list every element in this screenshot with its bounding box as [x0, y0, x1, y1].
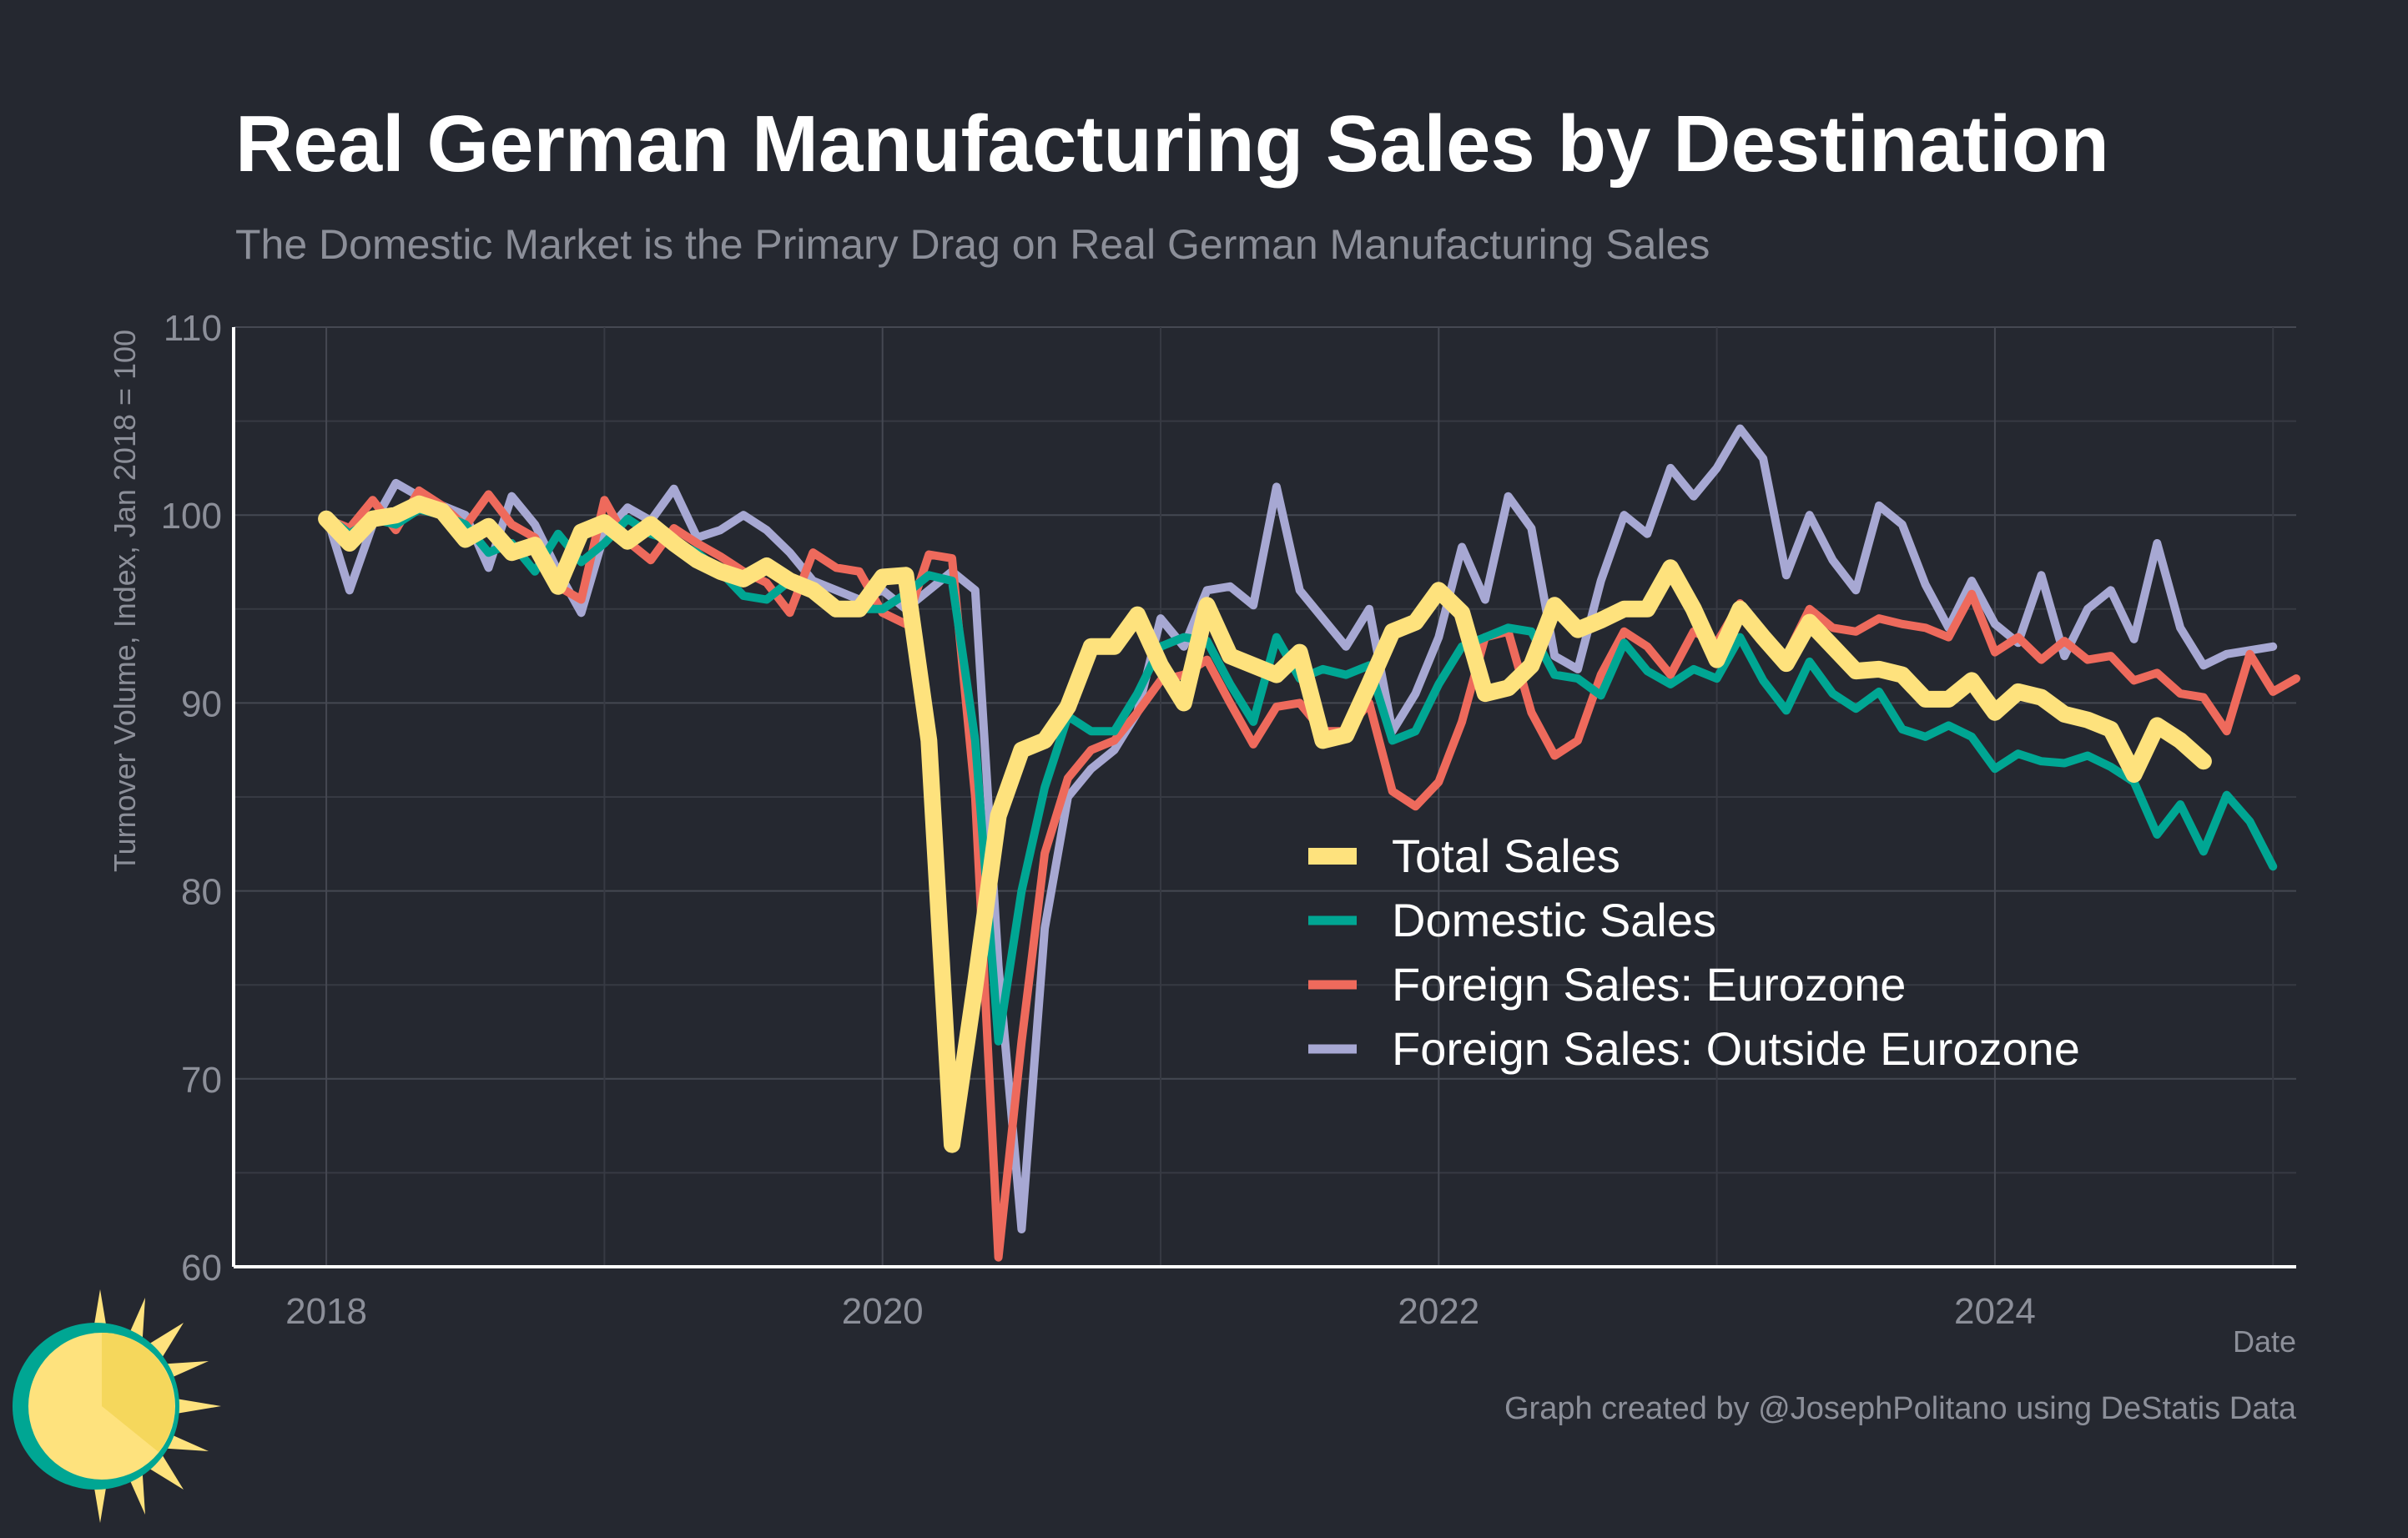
x-tick-label: 2018 — [285, 1291, 367, 1332]
x-axis-label: Date — [2233, 1324, 2296, 1359]
axes — [232, 327, 2296, 1268]
series-lines — [318, 424, 2300, 1262]
credit-text: Graph created by @JosephPolitano using D… — [1504, 1391, 2297, 1426]
x-tick-label: 2020 — [842, 1291, 924, 1332]
y-tick-label: 80 — [181, 872, 222, 913]
y-tick-labels: 60 70 80 90 100 110 — [161, 308, 222, 1288]
y-tick-label: 70 — [181, 1060, 222, 1101]
sun-logo-icon — [13, 1289, 221, 1523]
y-tick-label: 100 — [161, 496, 222, 537]
x-tick-label: 2024 — [1954, 1291, 2036, 1332]
y-axis-label: Turnover Volume, Index, Jan 2018 = 100 — [108, 330, 142, 872]
legend-label: Domestic Sales — [1392, 894, 1716, 946]
legend-label: Foreign Sales: Outside Eurozone — [1392, 1022, 2080, 1075]
legend: Total Sales Domestic Sales Foreign Sales: … — [1308, 830, 2080, 1075]
x-tick-labels: 2018 2020 2022 2024 — [285, 1291, 2036, 1332]
chart-title: Real German Manufacturing Sales by Desti… — [235, 99, 2109, 189]
series-line-total-sales — [318, 495, 2212, 1153]
legend-label: Total Sales — [1392, 830, 1620, 882]
y-tick-label: 60 — [181, 1248, 222, 1288]
legend-label: Foreign Sales: Eurozone — [1392, 958, 1906, 1011]
y-tick-label: 90 — [181, 683, 222, 724]
x-tick-label: 2022 — [1398, 1291, 1479, 1332]
y-tick-label: 110 — [164, 308, 222, 349]
chart-subtitle: The Domestic Market is the Primary Drag … — [235, 221, 1710, 268]
